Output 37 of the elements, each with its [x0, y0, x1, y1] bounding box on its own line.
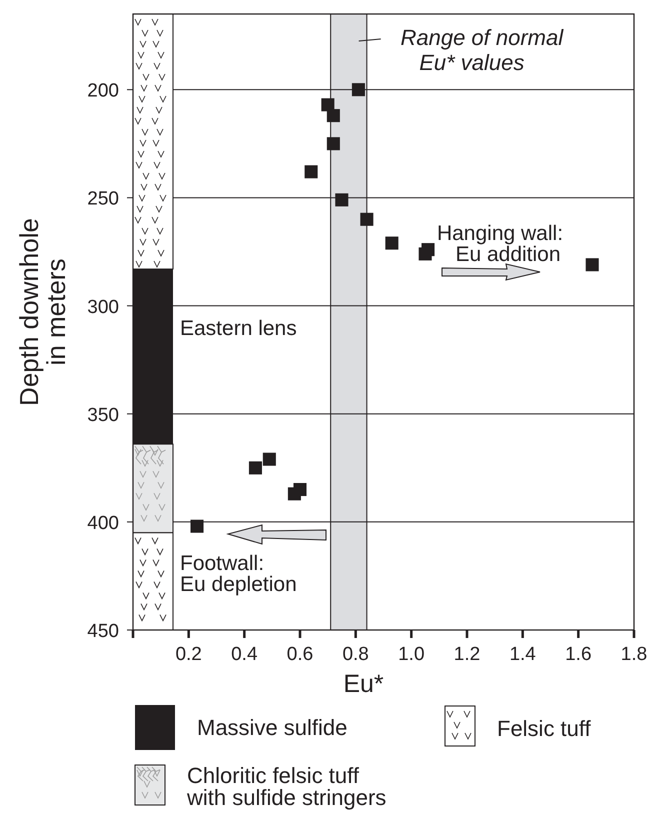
x-tick-label: 1.4 — [509, 644, 536, 665]
point — [422, 243, 435, 256]
annotation: Hanging wall: Eu addition — [436, 222, 564, 266]
x-tick-label: 0.2 — [175, 644, 202, 665]
x-tick-label: 1.2 — [454, 644, 480, 665]
y-axis-title: Depth downhole in meters — [14, 218, 71, 406]
point — [586, 258, 599, 272]
point — [352, 83, 365, 96]
legend-label: Felsic tuff — [497, 716, 592, 741]
x-tick-label: 1.8 — [620, 644, 648, 665]
y-tick-label: 300 — [87, 296, 119, 318]
x-tick-label: 1.6 — [565, 644, 592, 665]
y-tick-label: 400 — [87, 512, 119, 534]
point — [190, 520, 204, 533]
point — [293, 482, 307, 496]
annotation: Eastern lens — [180, 317, 297, 340]
point — [360, 212, 374, 226]
x-tick-label: 0.8 — [342, 644, 369, 665]
point — [385, 236, 398, 250]
y-tick-label: 200 — [87, 80, 119, 102]
y-tick-label: 350 — [87, 404, 119, 426]
point — [326, 109, 340, 122]
point — [248, 461, 262, 474]
point — [262, 452, 276, 466]
legend-label: Chloritic felsic tuff with sulfide stringers — [186, 763, 386, 810]
y-tick-label: 250 — [87, 188, 119, 210]
legend-label: Massive sulfide — [197, 715, 348, 740]
point — [304, 165, 318, 178]
x-tick-label: 0.4 — [231, 644, 258, 665]
x-tick-label: 1.0 — [398, 644, 425, 665]
y-tick-label: 450 — [87, 621, 119, 642]
band-label: Range of normal Eu* values — [400, 25, 564, 75]
x-tick-label: 0.6 — [286, 644, 314, 665]
x-axis-title: Eu* — [343, 670, 384, 698]
point — [335, 193, 348, 206]
point — [326, 137, 340, 150]
annotation: Footwall: Eu depletion — [180, 552, 297, 596]
